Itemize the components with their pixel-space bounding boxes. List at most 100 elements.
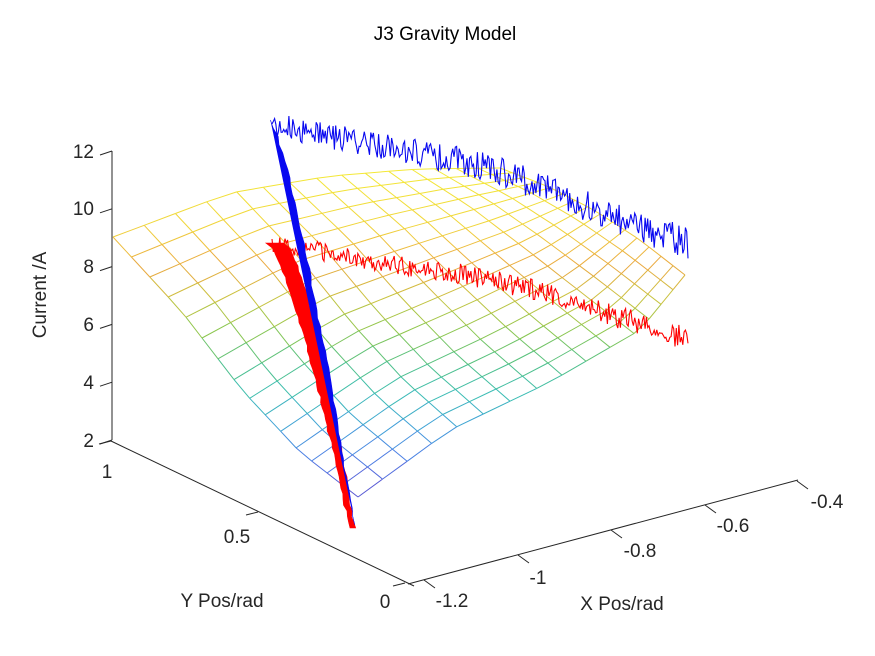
y-axis-label: Y Pos/rad bbox=[180, 591, 263, 612]
mesh-line bbox=[536, 374, 563, 389]
mesh-line bbox=[230, 306, 260, 324]
mesh-line bbox=[495, 388, 511, 402]
mesh-line bbox=[372, 345, 388, 362]
mesh-line bbox=[329, 285, 357, 297]
mesh-line bbox=[619, 321, 635, 334]
mesh-line bbox=[547, 349, 573, 364]
mesh-line bbox=[609, 241, 623, 252]
y-tick-label: 1 bbox=[102, 462, 113, 483]
mesh-line bbox=[478, 190, 499, 196]
mesh-line bbox=[547, 265, 563, 278]
x-tick-mark bbox=[796, 480, 809, 490]
mesh-line bbox=[465, 220, 489, 229]
mesh-line bbox=[561, 277, 578, 290]
mesh-line bbox=[412, 204, 436, 211]
mesh-line bbox=[402, 401, 430, 420]
mesh-line bbox=[442, 414, 458, 428]
mesh-line bbox=[648, 246, 662, 257]
mesh-line bbox=[333, 395, 349, 412]
mesh-line bbox=[509, 254, 534, 266]
mesh-line bbox=[427, 177, 450, 180]
mesh-line bbox=[295, 447, 312, 462]
mesh-line bbox=[161, 244, 181, 265]
mesh-line bbox=[396, 197, 413, 211]
mesh-line bbox=[672, 274, 686, 291]
mesh-line bbox=[476, 299, 492, 314]
mesh-line bbox=[384, 319, 400, 335]
mesh-line bbox=[233, 362, 262, 381]
mesh-line bbox=[167, 296, 187, 318]
mesh-line bbox=[634, 269, 649, 285]
mesh-line bbox=[305, 197, 323, 214]
mesh-line bbox=[507, 213, 523, 225]
mesh-line bbox=[478, 194, 495, 205]
mesh-line bbox=[261, 362, 278, 382]
mesh-line bbox=[332, 187, 358, 194]
mesh-line bbox=[458, 198, 475, 210]
mesh-line bbox=[341, 174, 358, 189]
mesh-line bbox=[553, 224, 568, 235]
mesh-line bbox=[230, 322, 247, 344]
mesh-line bbox=[419, 188, 444, 194]
mesh-line bbox=[494, 243, 519, 254]
surface-mesh bbox=[112, 167, 686, 498]
trajectory-sweep-line bbox=[271, 116, 689, 259]
mesh-line bbox=[348, 206, 365, 222]
mesh-line bbox=[494, 252, 511, 266]
mesh-line bbox=[345, 361, 361, 379]
mesh-line bbox=[547, 254, 566, 267]
mesh-line bbox=[185, 316, 203, 339]
mesh-line bbox=[470, 175, 485, 184]
mesh-line bbox=[557, 324, 582, 339]
mesh-line bbox=[660, 279, 674, 291]
mesh-line bbox=[222, 219, 241, 238]
mesh-line bbox=[570, 215, 585, 225]
mesh-line bbox=[449, 177, 465, 187]
mesh-line bbox=[660, 265, 674, 281]
mesh-line bbox=[456, 413, 484, 428]
mesh-line bbox=[197, 282, 216, 303]
mesh-line bbox=[418, 235, 443, 244]
mesh-line bbox=[367, 448, 393, 468]
axes bbox=[98, 150, 809, 589]
mesh-line bbox=[363, 220, 381, 237]
mesh-line bbox=[494, 351, 509, 365]
mesh-line bbox=[491, 300, 516, 314]
plot-geometry bbox=[98, 116, 809, 589]
mesh-line bbox=[175, 201, 207, 214]
mesh-line bbox=[400, 376, 416, 391]
mesh-line bbox=[519, 325, 544, 340]
mesh-line bbox=[331, 346, 347, 363]
mesh-line bbox=[367, 466, 383, 480]
mesh-line bbox=[509, 387, 537, 402]
mesh-line bbox=[321, 212, 339, 229]
mesh-line bbox=[411, 169, 428, 180]
mesh-line bbox=[609, 333, 635, 348]
mesh-line bbox=[425, 310, 453, 324]
mesh-line bbox=[380, 185, 397, 198]
mesh-line bbox=[532, 244, 552, 256]
mesh-line bbox=[373, 197, 397, 203]
mesh-line bbox=[428, 401, 444, 415]
mesh-line bbox=[580, 243, 595, 255]
mesh-line bbox=[517, 181, 538, 187]
mesh-line bbox=[595, 321, 620, 337]
mesh-line bbox=[396, 292, 412, 309]
mesh-line bbox=[647, 279, 661, 295]
mesh-line bbox=[620, 283, 635, 298]
mesh-line bbox=[431, 426, 457, 444]
mesh-line bbox=[388, 214, 405, 230]
mesh-line bbox=[112, 224, 145, 238]
mesh-line bbox=[594, 253, 609, 264]
mesh-line bbox=[356, 286, 372, 304]
mesh-line bbox=[607, 263, 622, 274]
mesh-line bbox=[289, 177, 317, 184]
mesh-line bbox=[442, 227, 466, 237]
mesh-line bbox=[518, 243, 534, 256]
mesh-line bbox=[533, 337, 558, 352]
mesh-line bbox=[557, 207, 572, 217]
mesh-line bbox=[599, 213, 613, 223]
mesh-line bbox=[388, 170, 405, 183]
mesh-line bbox=[647, 269, 661, 281]
